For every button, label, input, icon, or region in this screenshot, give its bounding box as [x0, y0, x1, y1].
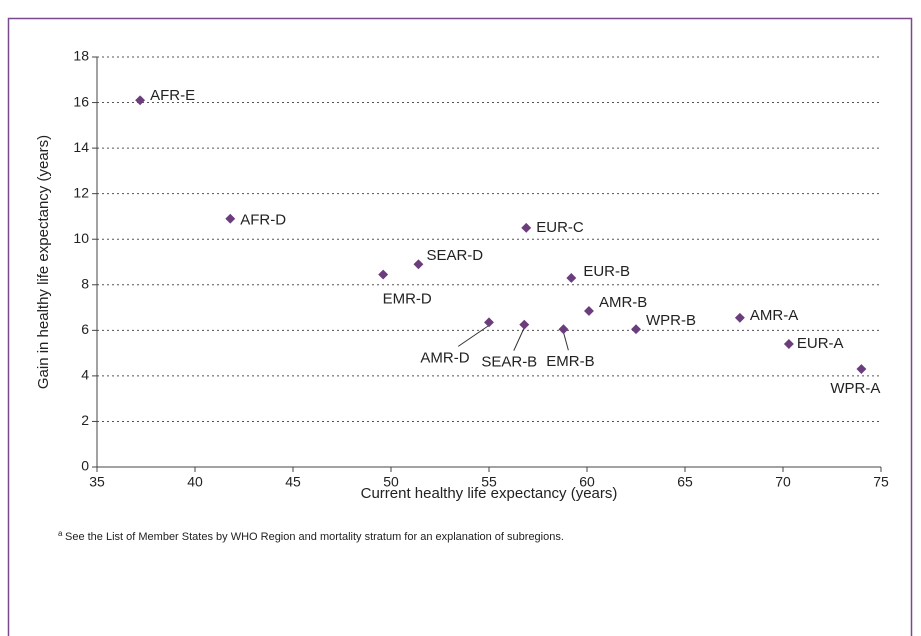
point: [783, 339, 794, 349]
x-tick-label: 75: [873, 474, 889, 490]
x-axis-label: Current healthy life expectancy (years): [361, 485, 618, 502]
y-tick-label: 2: [81, 412, 89, 428]
point: [856, 364, 867, 375]
point-label: AMR-B: [599, 294, 647, 311]
x-tick-label: 35: [89, 474, 105, 490]
point-label: SEAR-D: [426, 247, 483, 264]
point-label: EUR-C: [536, 219, 584, 236]
point-label: EUR-A: [797, 335, 844, 352]
y-tick-label: 18: [73, 48, 89, 64]
point-label: WPR-B: [646, 312, 696, 329]
point: [519, 319, 530, 330]
y-tick-label: 14: [73, 139, 89, 155]
footnote-marker: a: [58, 529, 63, 538]
point-label: AMR-D: [420, 349, 469, 366]
point: [413, 259, 424, 270]
y-tick-label: 6: [81, 321, 89, 337]
leader-line: [513, 327, 525, 351]
point: [484, 317, 494, 328]
point-label: EMR-B: [546, 353, 594, 370]
footnote: See the List of Member States by WHO Reg…: [65, 531, 564, 543]
point-label: EMR-D: [383, 290, 432, 307]
point: [584, 306, 594, 316]
y-tick-label: 4: [81, 367, 89, 383]
point: [734, 312, 745, 323]
y-axis-label: Gain in healthy life expectancy (years): [35, 135, 52, 389]
point-label: AFR-E: [150, 87, 195, 104]
point-label: AMR-A: [750, 307, 798, 324]
y-tick-label: 12: [73, 184, 89, 200]
point: [631, 324, 641, 335]
y-tick-label: 10: [73, 230, 89, 246]
leader-line: [562, 332, 569, 351]
y-tick-label: 8: [81, 275, 89, 291]
point-label: AFR-D: [240, 212, 286, 229]
point-label: SEAR-B: [481, 354, 537, 371]
x-tick-label: 40: [187, 474, 203, 490]
frame: [7, 17, 913, 636]
x-tick-label: 45: [285, 474, 301, 490]
point: [521, 222, 532, 233]
point: [135, 95, 146, 106]
y-tick-label: 16: [73, 93, 89, 109]
point: [558, 324, 569, 335]
x-tick-label: 55: [481, 474, 497, 490]
point: [378, 269, 389, 280]
x-tick-label: 50: [383, 474, 399, 490]
x-tick-label: 60: [579, 474, 595, 490]
point: [566, 272, 577, 283]
x-tick-label: 65: [677, 474, 693, 490]
leader-line: [457, 324, 490, 347]
point-label: EUR-B: [583, 263, 630, 280]
x-tick-label: 70: [775, 474, 791, 490]
point-label: WPR-A: [830, 380, 880, 397]
y-tick-label: 0: [81, 458, 89, 474]
point: [225, 213, 236, 224]
